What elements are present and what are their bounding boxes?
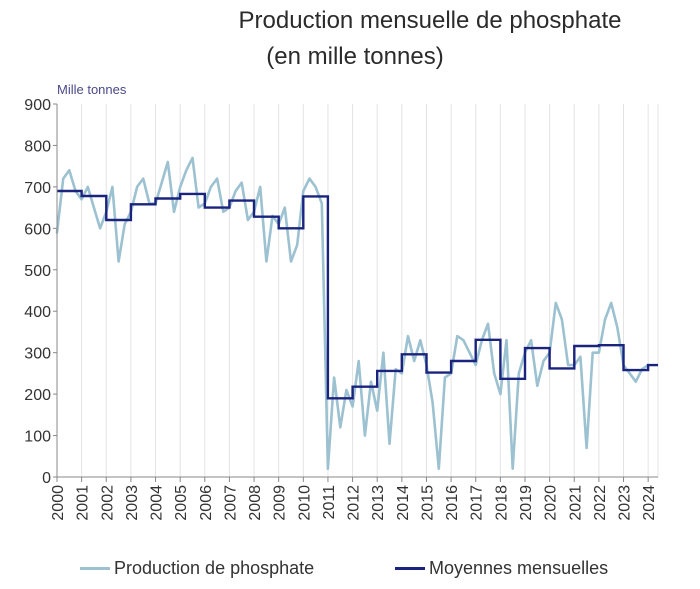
y-tick-label: 500 [24,263,51,280]
x-tick-label: 2009 [272,485,289,521]
x-tick-label: 2000 [50,485,67,521]
y-tick-label: 600 [24,221,51,238]
y-tick-label: 700 [24,180,51,197]
x-tick-label: 2002 [99,485,116,521]
y-tick-label: 0 [42,470,51,487]
x-tick-label: 2013 [370,485,387,521]
x-tick-label: 2018 [493,485,510,521]
legend-label-production: Production de phosphate [114,557,315,578]
chart-title: Production mensuelle de phosphate [238,7,622,34]
x-tick-label: 2012 [346,485,363,521]
y-tick-label: 400 [24,304,51,321]
legend-swatch-moyennes [395,566,425,570]
x-tick-label: 2022 [592,485,609,521]
y-tick-label: 300 [24,346,51,363]
x-tick-label: 2011 [321,485,338,520]
chart-canvas: 0 100 200 300 400 500 600 700 800 900 2000 2001 200… [24,97,659,521]
x-tick-label: 2004 [149,485,166,521]
x-tick-label: 2019 [518,485,535,521]
x-tick-label: 2007 [222,485,239,521]
y-tick-label: 900 [24,97,51,114]
x-tick-label: 2005 [173,485,190,521]
x-tick-label: 2014 [395,485,412,521]
x-tick-label: 2021 [567,485,584,521]
x-tick-label: 2023 [617,485,634,521]
y-tick-label: 800 [24,138,51,155]
x-tick-label: 2017 [469,485,486,521]
legend-swatch-production [80,566,110,570]
chart-subtitle: (en mille tonnes) [266,43,444,70]
y-tick-label: 100 [24,429,51,446]
x-tick-label: 2016 [444,485,461,521]
x-tick-label: 2010 [296,485,313,521]
y-axis-unit-label: Mille tonnes [57,82,127,97]
x-tick-label: 2001 [75,485,92,521]
x-tick-label: 2015 [419,485,436,521]
legend-item-production: Production de phosphate [80,555,314,581]
series-line-moyennes [57,189,658,400]
legend-label-moyennes: Moyennes mensuelles [429,557,609,578]
x-tick-label: 2020 [543,485,560,521]
x-tick-label: 2008 [247,485,264,521]
y-tick-label: 200 [24,387,51,404]
x-tick-label: 2006 [198,485,215,521]
legend-item-moyennes: Moyennes mensuelles [395,555,608,581]
x-tick-label: 2024 [641,485,658,521]
x-tick-label: 2003 [124,485,141,521]
